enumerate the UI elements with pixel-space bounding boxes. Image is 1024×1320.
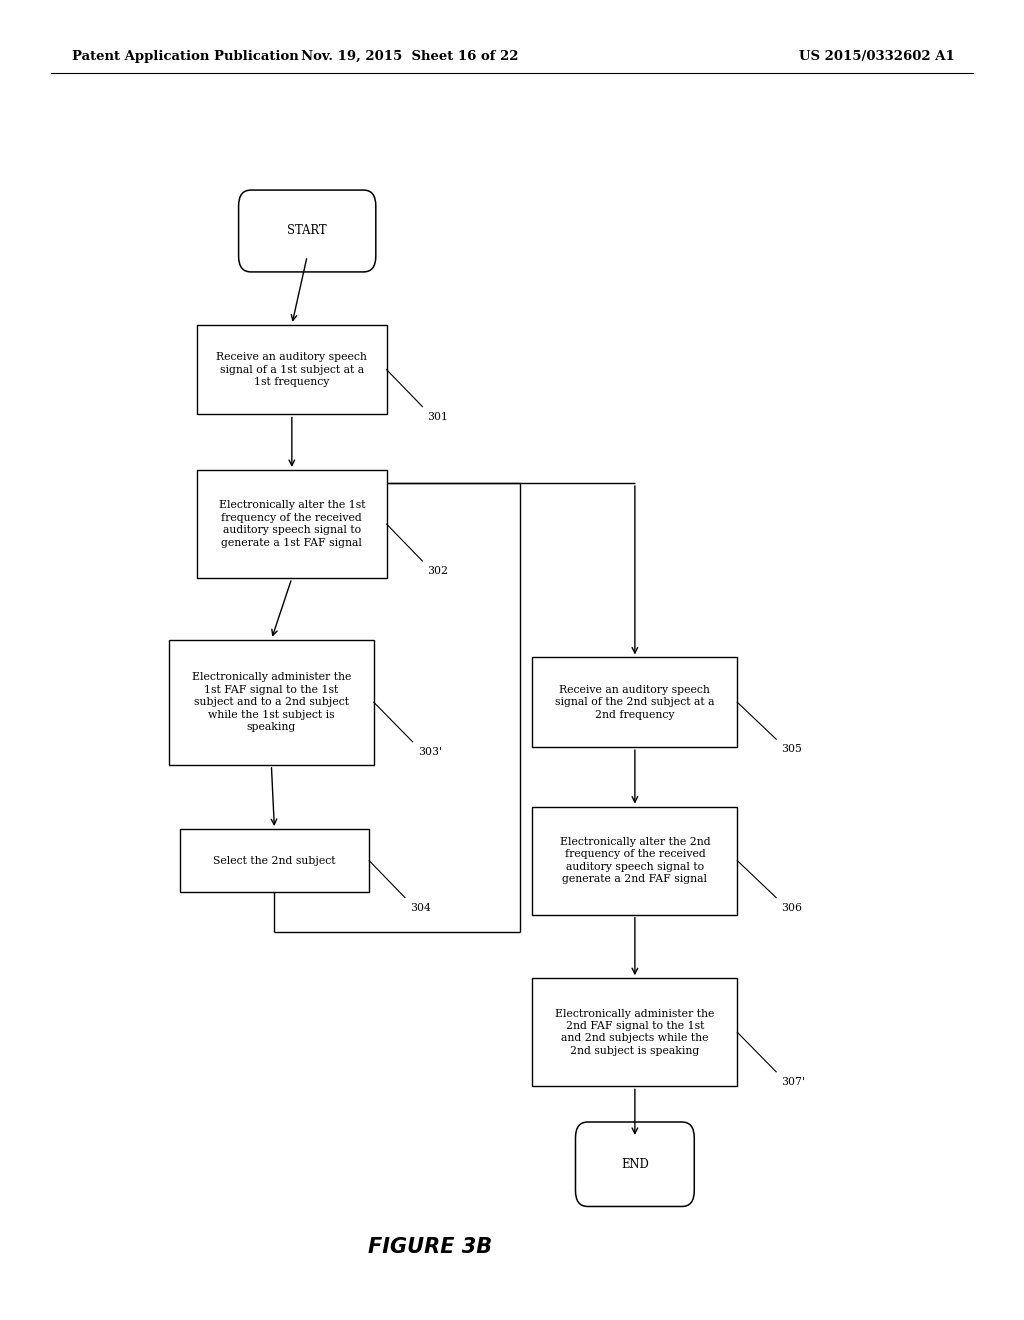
Text: START: START	[288, 224, 327, 238]
Text: Electronically administer the
2nd FAF signal to the 1st
and 2nd subjects while t: Electronically administer the 2nd FAF si…	[555, 1008, 715, 1056]
Text: Patent Application Publication: Patent Application Publication	[72, 50, 298, 63]
FancyBboxPatch shape	[197, 470, 386, 578]
Text: Receive an auditory speech
signal of a 1st subject at a
1st frequency: Receive an auditory speech signal of a 1…	[216, 352, 368, 387]
Text: 303': 303'	[418, 747, 442, 758]
Text: 304: 304	[411, 903, 431, 913]
Text: US 2015/0332602 A1: US 2015/0332602 A1	[799, 50, 954, 63]
Text: 301: 301	[428, 412, 449, 422]
FancyBboxPatch shape	[532, 657, 737, 747]
FancyBboxPatch shape	[532, 978, 737, 1086]
Text: Electronically alter the 2nd
frequency of the received
auditory speech signal to: Electronically alter the 2nd frequency o…	[559, 837, 711, 884]
FancyBboxPatch shape	[197, 325, 386, 414]
FancyBboxPatch shape	[575, 1122, 694, 1206]
Text: Electronically administer the
1st FAF signal to the 1st
subject and to a 2nd sub: Electronically administer the 1st FAF si…	[191, 672, 351, 733]
Text: Receive an auditory speech
signal of the 2nd subject at a
2nd frequency: Receive an auditory speech signal of the…	[555, 685, 715, 719]
Text: 307': 307'	[781, 1077, 805, 1088]
Text: END: END	[621, 1158, 649, 1171]
Text: Select the 2nd subject: Select the 2nd subject	[213, 855, 336, 866]
Text: 305: 305	[781, 744, 802, 755]
Text: Nov. 19, 2015  Sheet 16 of 22: Nov. 19, 2015 Sheet 16 of 22	[301, 50, 518, 63]
Text: 302: 302	[428, 566, 449, 577]
FancyBboxPatch shape	[239, 190, 376, 272]
FancyBboxPatch shape	[180, 829, 370, 892]
Text: Electronically alter the 1st
frequency of the received
auditory speech signal to: Electronically alter the 1st frequency o…	[218, 500, 366, 548]
Text: FIGURE 3B: FIGURE 3B	[368, 1237, 493, 1258]
FancyBboxPatch shape	[532, 807, 737, 915]
FancyBboxPatch shape	[169, 639, 374, 764]
Text: 306: 306	[781, 903, 803, 913]
